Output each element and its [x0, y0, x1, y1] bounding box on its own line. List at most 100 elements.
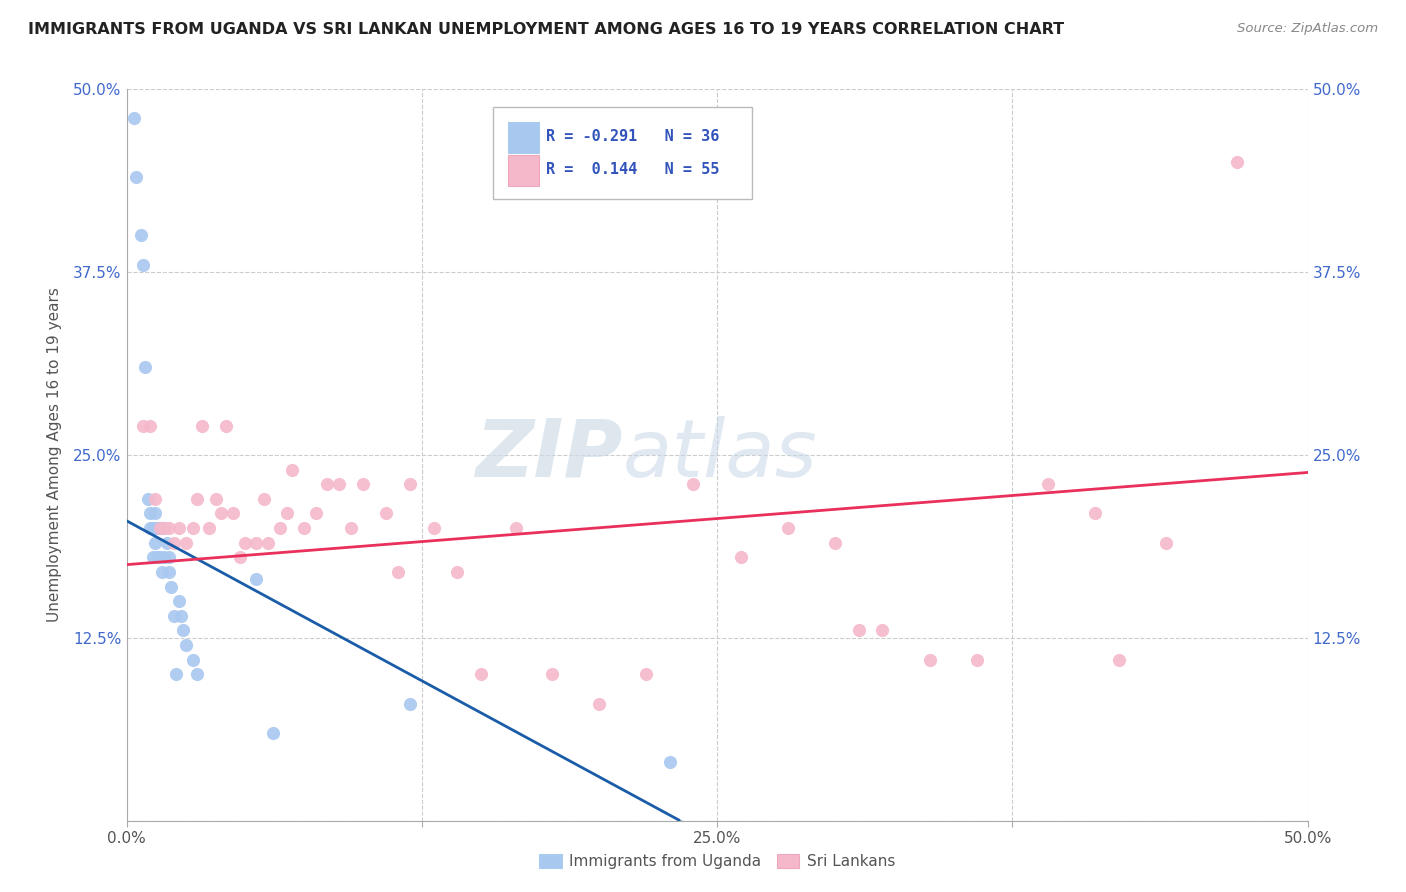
Point: [658, 755, 681, 769]
Point: [1154, 535, 1177, 549]
Point: [387, 565, 409, 579]
Point: [132, 418, 155, 433]
Point: [292, 521, 315, 535]
Point: [281, 462, 304, 476]
Point: [153, 550, 176, 565]
Point: [588, 697, 610, 711]
Point: [136, 491, 159, 506]
Point: [139, 418, 162, 433]
Point: [129, 228, 152, 243]
Point: [139, 521, 162, 535]
Point: [143, 491, 166, 506]
FancyBboxPatch shape: [492, 108, 752, 199]
Point: [730, 550, 752, 565]
Point: [399, 697, 422, 711]
Point: [149, 521, 172, 535]
Point: [170, 608, 193, 623]
Point: [141, 550, 163, 565]
Point: [153, 521, 176, 535]
Point: [186, 491, 208, 506]
Point: [636, 667, 658, 681]
Point: [125, 169, 148, 184]
Text: IMMIGRANTS FROM UGANDA VS SRI LANKAN UNEMPLOYMENT AMONG AGES 16 TO 19 YEARS CORR: IMMIGRANTS FROM UGANDA VS SRI LANKAN UNE…: [28, 22, 1064, 37]
Point: [149, 521, 172, 535]
Point: [163, 535, 186, 549]
Point: [682, 477, 704, 491]
Point: [143, 507, 166, 521]
Point: [215, 418, 238, 433]
Point: [139, 507, 162, 521]
Point: [470, 667, 492, 681]
Point: [229, 550, 252, 565]
Point: [205, 491, 228, 506]
Point: [316, 477, 339, 491]
Point: [146, 550, 169, 565]
Point: [1226, 155, 1249, 169]
Point: [252, 491, 274, 506]
Point: [150, 565, 173, 579]
Point: [446, 565, 468, 579]
Point: [146, 521, 169, 535]
Text: Source: ZipAtlas.com: Source: ZipAtlas.com: [1237, 22, 1378, 36]
Text: atlas: atlas: [623, 416, 817, 494]
Point: [186, 667, 208, 681]
Point: [245, 535, 267, 549]
Point: [399, 477, 422, 491]
Point: [233, 535, 256, 549]
Legend: Immigrants from Uganda, Sri Lankans: Immigrants from Uganda, Sri Lankans: [533, 848, 901, 875]
Point: [172, 624, 194, 638]
FancyBboxPatch shape: [508, 122, 538, 153]
Point: [122, 112, 145, 126]
Text: ZIP: ZIP: [475, 416, 623, 494]
Point: [174, 638, 197, 652]
Point: [824, 535, 846, 549]
Point: [191, 418, 214, 433]
Point: [776, 521, 799, 535]
Point: [157, 565, 180, 579]
Point: [132, 258, 155, 272]
Point: [157, 550, 180, 565]
Point: [174, 535, 197, 549]
Point: [143, 535, 166, 549]
Point: [156, 535, 179, 549]
Y-axis label: Unemployment Among Ages 16 to 19 years: Unemployment Among Ages 16 to 19 years: [46, 287, 62, 623]
Point: [304, 507, 326, 521]
Point: [165, 667, 187, 681]
Point: [163, 608, 186, 623]
Point: [505, 521, 527, 535]
Point: [918, 653, 941, 667]
FancyBboxPatch shape: [508, 155, 538, 186]
Point: [352, 477, 374, 491]
Point: [167, 521, 190, 535]
Point: [160, 580, 183, 594]
Point: [848, 624, 870, 638]
Point: [262, 726, 284, 740]
Point: [1084, 507, 1107, 521]
Point: [222, 507, 245, 521]
Point: [157, 521, 180, 535]
Point: [1108, 653, 1130, 667]
Point: [540, 667, 562, 681]
Text: R =  0.144   N = 55: R = 0.144 N = 55: [546, 162, 720, 178]
Point: [966, 653, 988, 667]
Point: [181, 521, 204, 535]
Point: [375, 507, 398, 521]
Point: [153, 521, 176, 535]
Point: [328, 477, 350, 491]
Point: [340, 521, 363, 535]
Point: [198, 521, 221, 535]
Point: [1036, 477, 1059, 491]
Point: [209, 507, 232, 521]
Point: [149, 550, 172, 565]
Point: [872, 624, 894, 638]
Point: [245, 572, 267, 586]
Point: [150, 521, 173, 535]
Point: [141, 521, 163, 535]
Point: [167, 594, 190, 608]
Point: [269, 521, 291, 535]
Text: R = -0.291   N = 36: R = -0.291 N = 36: [546, 128, 720, 144]
Point: [276, 507, 298, 521]
Point: [422, 521, 444, 535]
Point: [257, 535, 280, 549]
Point: [181, 653, 204, 667]
